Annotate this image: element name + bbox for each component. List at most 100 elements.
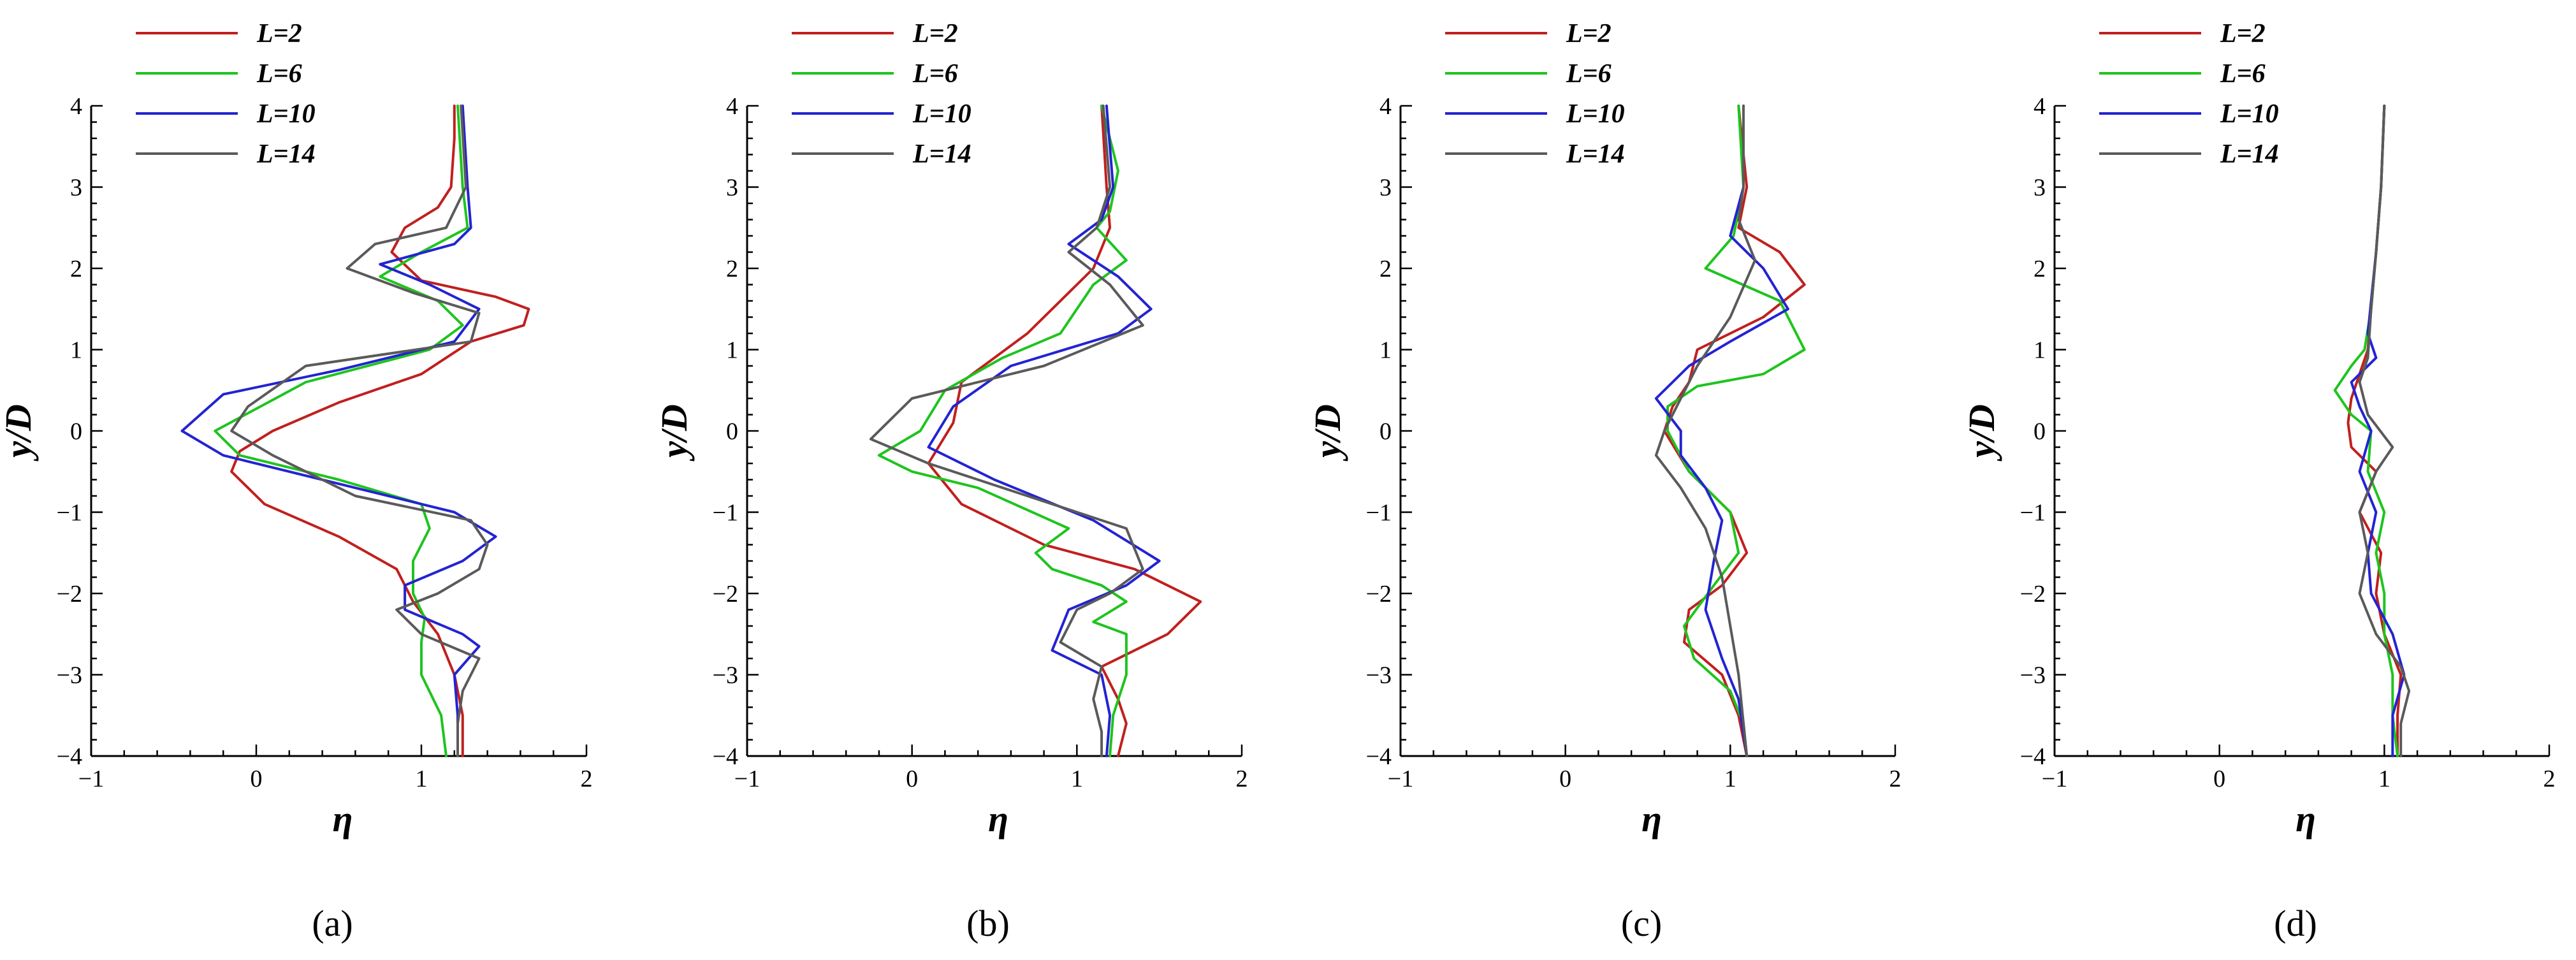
x-axis-label: η (2296, 798, 2316, 840)
y-tick-label: −3 (57, 662, 82, 689)
chart-panel-b: −1 0 1 2 −4 −3 −2 −1 0 1 2 3 4 η y/D L=2 L=6 L=10 L=14 (b) (653, 19, 1248, 944)
y-tick-label: 0 (2034, 418, 2046, 445)
y-tick-label: −3 (713, 662, 738, 689)
y-tick-label: 4 (726, 93, 738, 120)
x-tick-label: 2 (1236, 766, 1248, 792)
chart-panel-d: −1 0 1 2 −4 −3 −2 −1 0 1 2 3 4 η y/D L=2 L=6 L=10 L=14 (d) (1961, 19, 2556, 944)
series-line-L-14 (1654, 105, 1757, 757)
y-tick-label: −2 (57, 581, 82, 607)
legend-label: L=10 (1566, 99, 1625, 129)
x-tick-label: 2 (581, 766, 593, 792)
x-tick-label: −1 (734, 766, 760, 792)
y-tick-label: −4 (713, 743, 738, 770)
legend-label: L=10 (2220, 99, 2279, 129)
series-line-L-6 (2333, 105, 2399, 757)
y-tick-label: 3 (70, 175, 82, 201)
chart-panel-c: −1 0 1 2 −4 −3 −2 −1 0 1 2 3 4 η y/D L=2 L=6 L=10 L=14 (c) (1307, 19, 1902, 944)
y-tick-label: −2 (713, 581, 738, 607)
y-tick-label: −1 (713, 500, 738, 527)
x-tick-label: −1 (78, 766, 104, 792)
x-tick-label: 0 (1559, 766, 1571, 792)
series-line-L-6 (214, 105, 469, 757)
series-line-L-10 (927, 105, 1161, 757)
y-tick-label: −3 (1366, 662, 1392, 689)
series-line-L-10 (180, 105, 497, 757)
series-line-L-2 (1663, 105, 1806, 757)
series-line-L-10 (1654, 105, 1789, 757)
x-tick-label: 1 (1724, 766, 1736, 792)
y-tick-label: −4 (1366, 743, 1392, 770)
y-tick-label: 4 (1379, 93, 1392, 120)
x-tick-label: 2 (1889, 766, 1902, 792)
legend-label: L=10 (912, 99, 971, 129)
panel-label: (b) (966, 903, 1010, 944)
series-line-L-14 (870, 105, 1144, 757)
y-axis-label: y/D (1307, 404, 1348, 462)
legend-label: L=2 (2220, 19, 2266, 48)
x-tick-label: 0 (906, 766, 918, 792)
legend-label: L=6 (2220, 59, 2266, 89)
x-tick-label: 0 (251, 766, 263, 792)
legend-label: L=14 (256, 140, 316, 169)
y-tick-label: 3 (2034, 175, 2046, 201)
y-tick-label: 2 (2034, 256, 2046, 282)
y-tick-label: 1 (70, 337, 82, 364)
y-tick-label: −1 (2020, 500, 2046, 527)
y-tick-label: 4 (2034, 93, 2046, 120)
y-tick-label: 4 (70, 93, 82, 120)
legend-label: L=2 (256, 19, 302, 48)
series-line-L-2 (230, 105, 530, 757)
series-line-L-14 (2358, 105, 2411, 757)
x-axis-label: η (988, 798, 1008, 840)
y-tick-label: 1 (2034, 337, 2046, 364)
legend-label: L=6 (912, 59, 958, 89)
y-tick-label: −1 (57, 500, 82, 527)
panel-label: (d) (2274, 903, 2317, 944)
legend-label: L=2 (912, 19, 958, 48)
chart-panel-a: −1 0 1 2 −4 −3 −2 −1 0 1 2 3 4 η y/D L=2 L=6 L=10 L=14 (a) (0, 19, 593, 944)
x-tick-label: 2 (2543, 766, 2556, 792)
x-axis-label: η (333, 798, 353, 840)
y-tick-label: −1 (1366, 500, 1392, 527)
series-line-L-2 (2347, 105, 2403, 757)
series-line-L-6 (1666, 105, 1806, 757)
y-axis-label: y/D (0, 404, 39, 462)
y-tick-label: −2 (1366, 581, 1392, 607)
x-tick-label: −1 (1388, 766, 1413, 792)
y-tick-label: 2 (1379, 256, 1392, 282)
x-tick-label: −1 (2042, 766, 2067, 792)
series-line-L-10 (2350, 105, 2406, 757)
y-axis-label: y/D (653, 404, 695, 462)
legend-label: L=2 (1566, 19, 1612, 48)
x-tick-label: 1 (1071, 766, 1083, 792)
legend-label: L=10 (256, 99, 316, 129)
legend-label: L=6 (1566, 59, 1612, 89)
panel-label: (a) (312, 903, 353, 944)
x-tick-label: 1 (416, 766, 428, 792)
x-axis-label: η (1641, 798, 1662, 840)
x-tick-label: 1 (2378, 766, 2390, 792)
legend-label: L=14 (2220, 140, 2279, 169)
legend-label: L=6 (256, 59, 302, 89)
series-line-L-6 (877, 105, 1128, 757)
x-tick-label: 0 (2213, 766, 2225, 792)
y-tick-label: 0 (726, 418, 738, 445)
y-tick-label: 3 (1379, 175, 1392, 201)
y-tick-label: −4 (2020, 743, 2046, 770)
legend-label: L=14 (1566, 140, 1625, 169)
panel-label: (c) (1621, 903, 1662, 944)
y-tick-label: −2 (2020, 581, 2046, 607)
y-tick-label: −4 (57, 743, 82, 770)
y-axis-label: y/D (1961, 404, 2002, 462)
y-tick-label: 0 (70, 418, 82, 445)
series-line-L-2 (927, 105, 1202, 757)
y-tick-label: 1 (726, 337, 738, 364)
y-tick-label: 1 (1379, 337, 1392, 364)
y-tick-label: 2 (726, 256, 738, 282)
y-tick-label: 0 (1379, 418, 1392, 445)
y-tick-label: 3 (726, 175, 738, 201)
y-tick-label: −3 (2020, 662, 2046, 689)
series-line-L-14 (230, 105, 489, 757)
legend-label: L=14 (912, 140, 971, 169)
